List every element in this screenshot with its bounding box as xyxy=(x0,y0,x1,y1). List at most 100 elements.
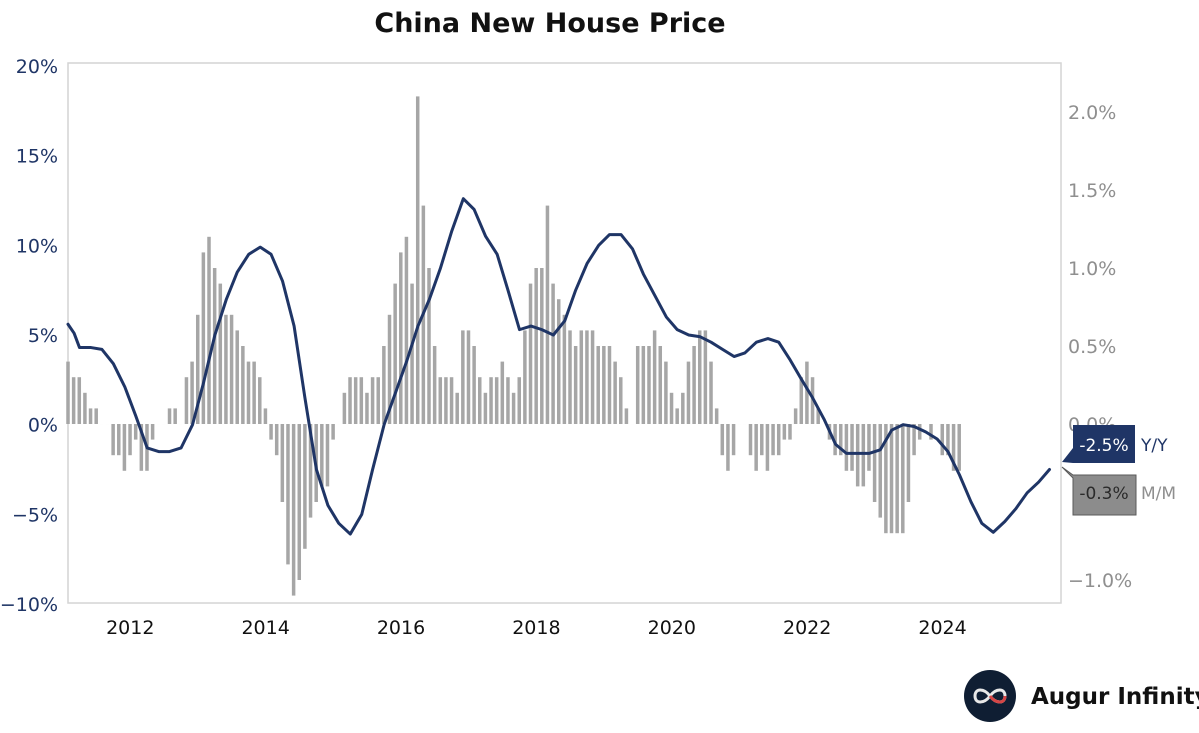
yy-series-name: Y/Y xyxy=(1140,436,1168,456)
mm-bar xyxy=(619,377,623,424)
left-tick-label: 15% xyxy=(16,146,58,168)
mm-bar xyxy=(799,377,804,424)
mm-bar xyxy=(427,268,431,424)
mm-bar xyxy=(111,424,115,456)
mm-bar xyxy=(133,424,138,440)
mm-bar xyxy=(940,424,945,456)
left-axis-ticks: 20% 15% 10% 5% 0% −5% −10% xyxy=(0,56,58,616)
mm-bar xyxy=(805,361,809,424)
mm-bar xyxy=(664,361,668,424)
mm-bar xyxy=(793,408,798,424)
mm-bar xyxy=(449,377,454,424)
mm-bar xyxy=(122,424,127,471)
mm-bar xyxy=(855,424,860,487)
mm-bar xyxy=(551,283,555,424)
mm-bar xyxy=(850,424,854,471)
mm-bar xyxy=(765,424,770,471)
mm-bar xyxy=(410,283,414,424)
mm-bar xyxy=(320,424,324,487)
mm-bar xyxy=(912,424,916,456)
x-tick-label: 2022 xyxy=(783,617,831,639)
mm-bar xyxy=(399,252,403,424)
mm-bar xyxy=(861,424,866,487)
mm-bar xyxy=(839,424,843,456)
yy-last-value-text: -2.5% xyxy=(1079,436,1128,456)
x-tick-label: 2012 xyxy=(106,617,154,639)
mm-bar xyxy=(658,346,663,424)
right-axis-ticks: 2.0%1.5%1.0%0.5%0.0%−1.0% xyxy=(1068,102,1132,592)
right-tick-label: 1.0% xyxy=(1068,258,1116,280)
mm-bar xyxy=(726,424,730,471)
x-tick-label: 2016 xyxy=(377,617,425,639)
mm-bar xyxy=(88,408,93,424)
mm-bar xyxy=(432,346,437,424)
mm-bar xyxy=(714,408,719,424)
x-tick-label: 2018 xyxy=(512,617,560,639)
yy-line xyxy=(66,197,1051,536)
mm-bar xyxy=(596,346,600,424)
mm-bar xyxy=(607,346,612,424)
mm-bar xyxy=(878,424,882,518)
mm-bar xyxy=(788,424,792,440)
mm-bar xyxy=(365,392,369,424)
mm-bar xyxy=(117,424,121,456)
mm-bar xyxy=(94,408,98,424)
mm-bar xyxy=(692,346,696,424)
mm-bar xyxy=(675,408,679,424)
mm-bar xyxy=(540,268,544,424)
mm-bar xyxy=(297,424,302,580)
mm-bar xyxy=(523,330,527,424)
right-tick-label: 2.0% xyxy=(1068,102,1116,124)
mm-bar xyxy=(517,377,521,424)
mm-last-value-label: -0.3% M/M xyxy=(1061,466,1176,516)
mm-bar xyxy=(224,314,228,424)
mm-bar xyxy=(816,408,820,424)
mm-bar xyxy=(754,424,758,471)
x-tick-label: 2020 xyxy=(648,617,696,639)
mm-bar xyxy=(241,346,245,424)
infinity-logo-icon xyxy=(964,670,1016,722)
mm-bar xyxy=(906,424,911,502)
left-tick-label: −5% xyxy=(12,504,58,526)
mm-bar xyxy=(528,283,533,424)
mm-bar xyxy=(195,314,200,424)
mm-bar xyxy=(212,268,217,424)
mm-bar xyxy=(686,361,691,424)
mm-bar xyxy=(884,424,888,534)
mm-series-name: M/M xyxy=(1141,484,1176,504)
right-tick-label: 1.5% xyxy=(1068,180,1116,202)
mm-bar xyxy=(494,377,499,424)
mm-bar xyxy=(669,392,674,424)
mm-bar xyxy=(291,424,296,596)
mm-bar xyxy=(229,314,234,424)
mm-bar xyxy=(703,330,708,424)
mm-bar xyxy=(77,377,82,424)
mm-bar xyxy=(286,424,290,565)
mm-bar xyxy=(652,330,657,424)
mm-bar xyxy=(455,392,459,424)
mm-bar xyxy=(252,361,256,424)
mm-bar xyxy=(872,424,877,502)
mm-bar xyxy=(647,346,651,424)
mm-bar xyxy=(957,424,961,471)
right-tick-label: −1.0% xyxy=(1068,570,1132,592)
mm-bar xyxy=(833,424,837,456)
left-tick-label: 10% xyxy=(16,235,58,257)
mm-bar xyxy=(585,330,589,424)
mm-bar xyxy=(776,424,781,456)
mm-last-value-text: -0.3% xyxy=(1079,484,1128,504)
mm-bar xyxy=(348,377,352,424)
mm-bar xyxy=(246,361,251,424)
mm-bar xyxy=(929,424,933,440)
left-tick-label: −10% xyxy=(0,594,58,616)
mm-bar xyxy=(889,424,894,534)
mm-bar xyxy=(697,330,702,424)
mm-bar xyxy=(359,377,364,424)
mm-last-value-tag xyxy=(1061,466,1137,516)
brand: Augur Infinity xyxy=(964,670,1199,722)
mm-bar xyxy=(308,424,313,518)
mm-bar xyxy=(269,424,273,440)
mm-bar xyxy=(613,361,617,424)
yy-last-value-tag xyxy=(1062,425,1135,463)
